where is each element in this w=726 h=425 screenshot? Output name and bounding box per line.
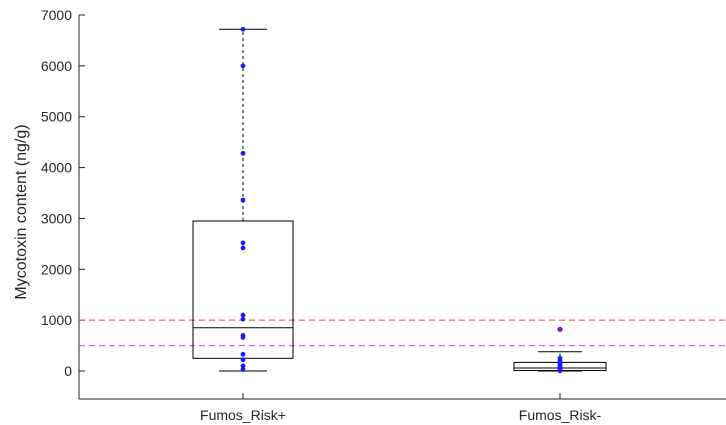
y-tick-label: 1000 (41, 312, 72, 328)
x-tick-label: Fumos_Risk- (519, 407, 602, 423)
y-tick-label: 0 (64, 363, 72, 379)
box-group (192, 26, 607, 374)
data-point (240, 150, 246, 156)
box-risk-plus (192, 26, 294, 372)
y-tick-label: 3000 (41, 210, 72, 226)
data-point (240, 26, 246, 32)
tick-labels: 0 1000 2000 3000 4000 5000 6000 7000 Fumos_Risk+… (41, 7, 602, 423)
y-tick-label: 4000 (41, 160, 72, 176)
data-point (240, 240, 246, 246)
data-point (240, 197, 246, 203)
data-point (240, 312, 246, 318)
data-point (557, 368, 563, 374)
y-tick-label: 6000 (41, 58, 72, 74)
data-point (240, 316, 246, 322)
data-point (240, 367, 246, 372)
x-tick-label: Fumos_Risk+ (200, 407, 286, 423)
reference-lines (79, 319, 726, 347)
y-axis-title: Mycotoxin content (ng/g) (13, 124, 30, 299)
axes (78, 14, 726, 400)
outlier-point (557, 326, 563, 332)
y-tick-label: 2000 (41, 261, 72, 277)
data-point (240, 357, 246, 363)
data-point (240, 245, 246, 251)
y-tick-label: 7000 (41, 7, 72, 23)
box-risk-minus (513, 326, 607, 374)
data-point (240, 63, 246, 69)
data-point (240, 335, 246, 340)
y-tick-label: 5000 (41, 109, 72, 125)
data-point (240, 363, 246, 369)
data-point (240, 351, 246, 357)
